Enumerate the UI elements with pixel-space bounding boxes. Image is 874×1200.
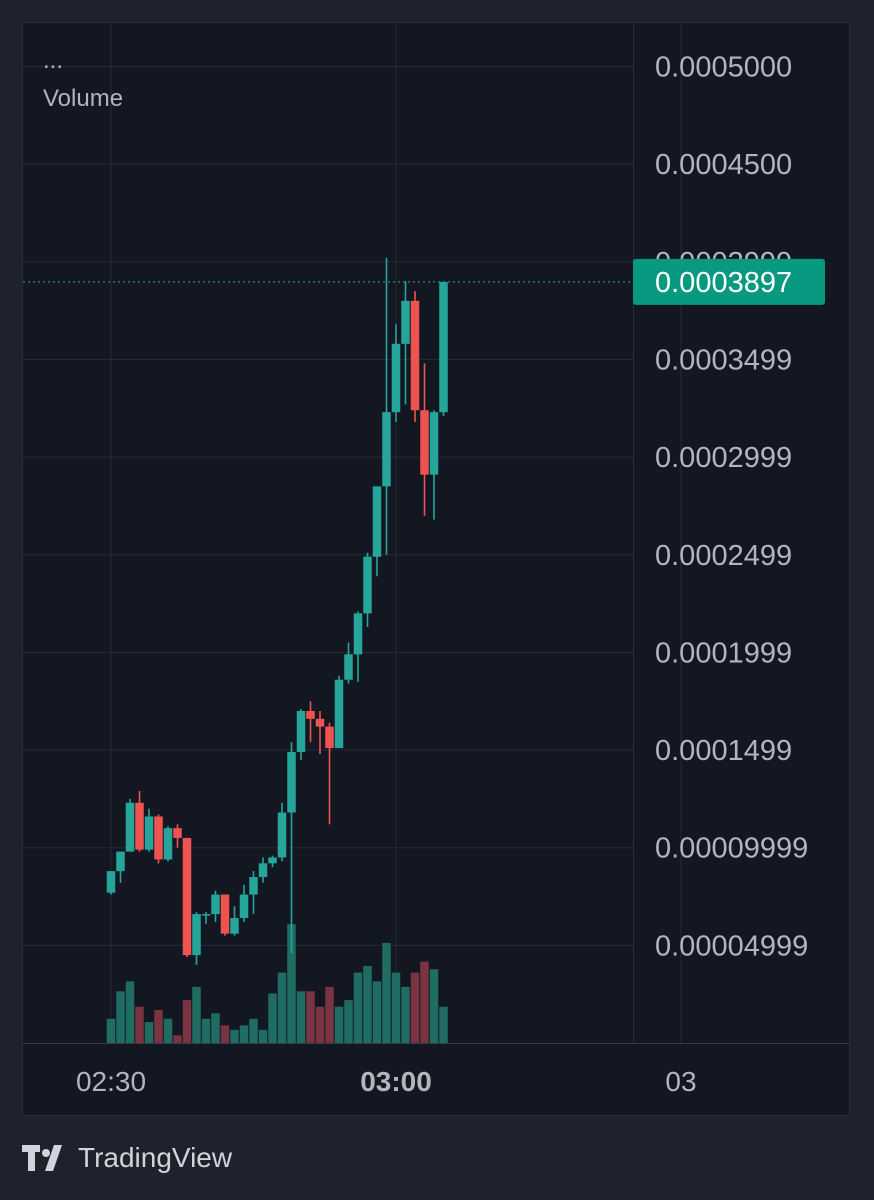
candle-down [315,718,325,727]
candle-up [382,412,391,487]
volume-bar-up [401,986,410,1043]
volume-bar-up [201,1018,211,1043]
current-price-label-bg [633,258,825,305]
time-tick-label: 03:00 [360,1066,432,1097]
candle-up [268,857,277,864]
time-tick-label: 02:30 [76,1066,146,1097]
candlestick-chart[interactable]: 0.00050000.00045000.00039990.00034990.00… [23,23,849,1115]
volume-bar-up [192,986,201,1043]
candle-up [230,918,239,934]
volume-bar-up [296,991,306,1043]
candle-up [239,894,249,919]
volume-bar-up [258,1029,268,1043]
volume-bar-up [211,1013,220,1043]
candle-up [401,300,410,344]
volume-bar-up [106,1018,116,1043]
candle-up [363,556,372,614]
candle-up [334,679,344,749]
volume-bar-down [182,1000,192,1043]
price-tick-label: 0.0002999 [655,442,792,474]
volume-bars [106,924,448,1043]
volume-bar-up [125,981,135,1043]
legend-more-button[interactable]: ... [43,47,64,74]
brand-name: TradingView [78,1142,233,1173]
candle-down [135,802,144,850]
price-tick-label: 0.00004999 [655,930,808,962]
candle-down [173,828,182,838]
candle-down [325,726,334,749]
volume-bar-up [249,1018,258,1043]
volume-bar-up [363,966,372,1043]
candle-down [306,710,315,719]
price-tick-label: 0.0003499 [655,344,792,376]
volume-bar-up [163,1018,173,1043]
grid [23,23,849,1044]
candle-down [182,837,192,956]
chart-panel[interactable]: 0.00050000.00045000.00039990.00034990.00… [22,22,850,1116]
volume-bar-up [344,1000,353,1043]
volume-bar-up [277,972,287,1043]
price-tick-label: 0.0002499 [655,540,792,572]
volume-bar-up [382,942,391,1043]
candles [106,257,448,965]
volume-legend-label: Volume [43,85,124,112]
candle-up [429,412,439,475]
tradingview-logo-icon [22,1145,62,1171]
volume-bar-up [116,991,125,1043]
candle-up [249,876,258,895]
candle-down [420,410,429,475]
time-tick-label: 03 [665,1066,696,1097]
candle-up [106,871,116,893]
candle-up [163,828,173,860]
candle-up [372,486,382,557]
candle-up [344,654,353,680]
volume-bar-up [439,1006,448,1043]
candle-up [287,752,296,813]
candle-down [410,300,420,411]
volume-bar-up [334,1006,344,1043]
volume-bar-up [287,924,296,1043]
volume-bar-down [325,986,334,1043]
volume-bar-up [239,1025,249,1043]
volume-bar-up [230,1029,239,1043]
volume-bar-up [353,972,363,1043]
candle-down [220,894,230,934]
volume-bar-up [391,972,401,1043]
volume-bar-up [268,993,277,1043]
volume-bar-down [173,1035,182,1043]
volume-bar-up [144,1022,154,1043]
candle-down [154,816,163,860]
price-tick-label: 0.0004500 [655,149,792,181]
volume-bar-down [220,1025,230,1043]
candle-up [277,812,287,858]
price-tick-label: 0.0001999 [655,637,792,669]
volume-bar-up [429,969,439,1043]
price-tick-label: 0.0001499 [655,735,792,767]
price-tick-label: 0.00009999 [655,833,808,865]
volume-bar-down [315,1006,325,1043]
candle-up [144,816,154,850]
candle-up [211,894,220,915]
candle-up [125,802,135,852]
volume-bar-down [306,991,315,1043]
price-tick-label: 0.0005000 [655,52,792,84]
candle-up [439,281,448,413]
volume-bar-down [420,961,429,1043]
candle-up [192,914,201,956]
candle-up [201,914,211,916]
volume-bar-down [135,1006,144,1043]
candle-up [391,343,401,413]
candle-up [116,851,125,872]
current-price-label: 0.0003897 [655,267,792,299]
candle-up [353,613,363,655]
volume-bar-up [372,981,382,1043]
tradingview-brand[interactable]: TradingView [22,1142,232,1174]
candle-up [296,710,306,753]
volume-bar-down [410,972,420,1043]
volume-bar-down [154,1010,163,1043]
time-axis[interactable]: 02:30 03:00 03 [76,1066,697,1097]
price-axis[interactable]: 0.00050000.00045000.00039990.00034990.00… [633,52,825,963]
candle-up [258,863,268,877]
